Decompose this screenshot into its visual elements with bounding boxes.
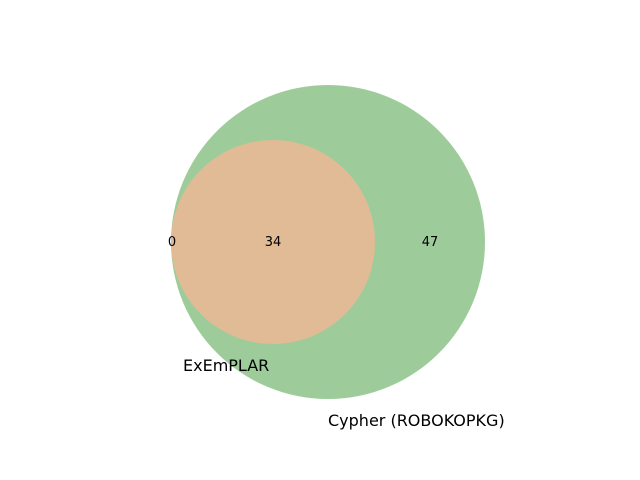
- only-cypher-count: 47: [422, 235, 439, 250]
- cypher-set-label: Cypher (ROBOKOPKG): [328, 411, 505, 430]
- exemplar-set-circle: [171, 140, 375, 344]
- only-exemplar-count: 0: [168, 235, 176, 250]
- exemplar-set-label: ExEmPLAR: [183, 356, 269, 375]
- intersection-count: 34: [265, 235, 282, 250]
